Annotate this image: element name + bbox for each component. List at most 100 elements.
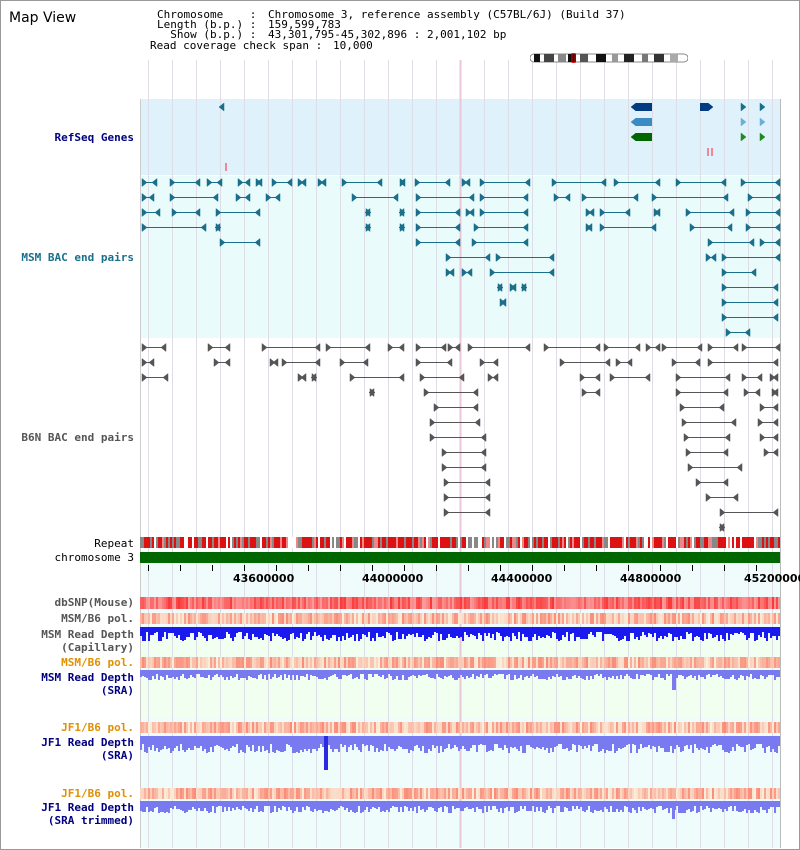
track-label-b6n-bac[interactable]: B6N BAC end pairs: [21, 431, 134, 444]
dbsnp-strip: [342, 597, 344, 609]
jf1-depth-sra-bar: [370, 736, 372, 745]
msm-depth-sra-bar: [538, 670, 540, 679]
jf1-depth-trimmed-bar: [264, 801, 266, 806]
msm-b6-pol-strip: [326, 657, 328, 668]
msm-depth-sra-bar: [730, 670, 732, 677]
repeat-segment: [320, 537, 322, 548]
track-label-msm-b6-pol[interactable]: MSM/B6 pol.: [61, 612, 134, 625]
msm-depth-capillary-bar: [712, 627, 714, 638]
track-label-msm-depth-sra[interactable]: MSM Read Depth: [41, 671, 134, 684]
msm-bac-pair: [300, 177, 307, 188]
msm-depth-sra-bar: [482, 670, 484, 678]
track-label-dbsnp[interactable]: dbSNP(Mouse): [54, 596, 134, 609]
msm-b6-pol-strip: [586, 657, 588, 668]
b6n-bac-pair: [741, 372, 748, 383]
jf1-depth-sra-bar: [684, 736, 686, 746]
jf1-b6-pol-strip: [670, 722, 672, 733]
track-label-msm-depth-capillary[interactable]: MSM Read Depth: [41, 628, 134, 641]
jf1-b6-pol-strip: [778, 788, 780, 799]
msm-bac-pair: [774, 222, 781, 233]
msm-depth-capillary-bar: [218, 627, 220, 639]
msm-depth-sra-bar: [168, 670, 170, 678]
dbsnp-strip: [236, 597, 238, 609]
msm-b6-pol-strip: [616, 613, 618, 624]
msm-depth-sra-bar: [254, 670, 256, 678]
track-label-refseq[interactable]: RefSeq Genes: [54, 131, 134, 144]
jf1-depth-sra-bar: [526, 736, 528, 745]
msm-depth-sra-bar: [418, 670, 420, 675]
repeat-segment: [348, 537, 350, 548]
msm-depth-sra-bar: [408, 670, 410, 677]
b6n-bac-pair: [722, 447, 729, 458]
repeat-segment: [390, 537, 392, 548]
jf1-b6-pol-strip: [486, 788, 488, 799]
msm-depth-sra-bar: [370, 670, 372, 674]
track-label-chromosome[interactable]: chromosome 3: [54, 551, 134, 564]
msm-b6-pol-strip: [482, 657, 484, 668]
msm-depth-capillary-bar: [702, 627, 704, 641]
jf1-depth-trimmed-bar: [352, 801, 354, 812]
dbsnp-strip: [150, 597, 152, 609]
msm-b6-pol-strip: [492, 657, 494, 668]
repeat-segment: [148, 537, 150, 548]
jf1-b6-pol-strip: [284, 722, 286, 733]
jf1-depth-sra-bar: [406, 736, 408, 749]
msm-bac-pair: [548, 252, 555, 263]
msm-b6-pol-strip: [298, 613, 300, 624]
dbsnp-strip: [634, 597, 636, 609]
msm-b6-pol-strip: [512, 613, 514, 624]
repeat-segment: [288, 537, 290, 548]
jf1-depth-trimmed-bar: [314, 801, 316, 809]
jf1-depth-sra-bar: [386, 736, 388, 751]
jf1-depth-sra-bar: [692, 736, 694, 753]
b6n-bac-pair: [484, 507, 491, 518]
jf1-b6-pol-strip: [302, 788, 304, 799]
dbsnp-strip: [464, 597, 466, 609]
track-label-repeat[interactable]: Repeat: [94, 537, 134, 550]
msm-b6-pol-strip: [514, 657, 516, 668]
track-label-jf1-depth-sra[interactable]: JF1 Read Depth: [41, 736, 134, 749]
jf1-b6-pol-strip: [480, 722, 482, 733]
jf1-depth-trimmed-bar: [568, 801, 570, 811]
dbsnp-strip: [638, 597, 640, 609]
jf1-depth-trimmed-bar: [586, 801, 588, 810]
msm-depth-sra-bar: [568, 670, 570, 679]
jf1-depth-sra-bar: [634, 736, 636, 745]
repeat-segment: [654, 537, 656, 548]
dbsnp-strip: [428, 597, 430, 609]
jf1-depth-sra-bar: [228, 736, 230, 751]
msm-depth-capillary-bar: [220, 627, 222, 639]
msm-depth-sra-bar: [620, 670, 622, 675]
track-label-jf1-b6-pol[interactable]: JF1/B6 pol.: [61, 721, 134, 734]
msm-b6-pol-strip: [360, 613, 362, 624]
jf1-b6-pol-strip: [648, 722, 650, 733]
msm-depth-sra-bar: [220, 670, 222, 675]
msm-b6-pol-strip: [602, 657, 604, 668]
msm-b6-pol-strip: [526, 613, 528, 624]
msm-b6-pol-strip: [442, 657, 444, 668]
jf1-depth-trimmed-bar: [396, 801, 398, 807]
jf1-b6-pol-strip: [378, 788, 380, 799]
msm-depth-capillary-bar: [256, 627, 258, 637]
chromosome-ideogram[interactable]: [530, 53, 688, 63]
track-label-msm-b6-pol-2[interactable]: MSM/B6 pol.: [61, 656, 134, 669]
msm-b6-pol-strip: [594, 657, 596, 668]
msm-b6-pol-strip: [392, 613, 394, 624]
msm-depth-sra-bar: [470, 670, 472, 677]
jf1-depth-sra-bar: [626, 736, 628, 745]
msm-b6-pol-strip: [212, 657, 214, 668]
msm-bac-pair: [726, 222, 733, 233]
msm-b6-pol-strip: [328, 657, 330, 668]
msm-b6-pol-strip: [726, 613, 728, 624]
dbsnp-strip: [472, 597, 474, 609]
track-label-msm-bac[interactable]: MSM BAC end pairs: [21, 251, 134, 264]
msm-depth-sra-bar: [142, 670, 144, 676]
track-label-jf1-b6-pol-2[interactable]: JF1/B6 pol.: [61, 787, 134, 800]
track-label-jf1-depth-trimmed[interactable]: JF1 Read Depth: [41, 801, 134, 814]
dbsnp-strip: [758, 597, 760, 609]
msm-b6-pol-strip: [428, 657, 430, 668]
msm-depth-capillary-bar: [772, 627, 774, 636]
msm-b6-pol-strip: [688, 657, 690, 668]
msm-b6-pol-strip: [708, 657, 710, 668]
